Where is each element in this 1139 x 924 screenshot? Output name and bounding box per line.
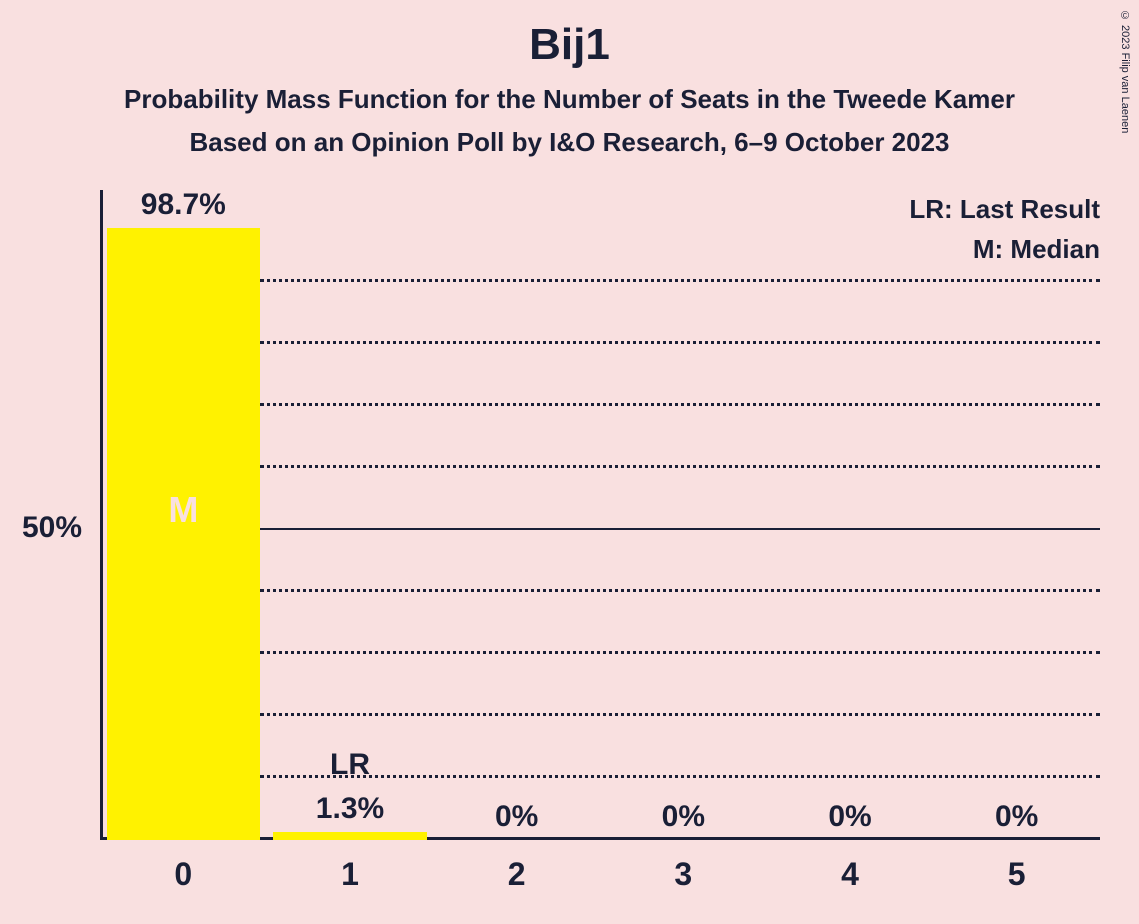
bar-value-label: 0% [995, 800, 1038, 834]
bar-value-label: 1.3% [316, 792, 384, 826]
gridline [260, 775, 1100, 778]
bar-value-label: 0% [828, 800, 871, 834]
gridline [260, 465, 1100, 468]
x-axis-tick-label: 2 [508, 856, 526, 893]
y-axis-line [100, 190, 103, 840]
bar [273, 832, 426, 840]
gridline [260, 341, 1100, 344]
y-axis-tick-label: 50% [22, 511, 82, 545]
gridline [260, 528, 1100, 530]
lr-label: LR [330, 748, 370, 782]
median-label: M [168, 489, 198, 531]
chart-subtitle-1: Probability Mass Function for the Number… [0, 84, 1139, 115]
x-axis-tick-label: 4 [841, 856, 859, 893]
gridline [260, 403, 1100, 406]
gridline [260, 713, 1100, 716]
chart-title: Bij1 [0, 0, 1139, 70]
copyright-text: © 2023 Filip van Laenen [1119, 10, 1131, 133]
gridline [260, 589, 1100, 592]
gridline [260, 279, 1100, 282]
gridline [260, 651, 1100, 654]
chart-subtitle-2: Based on an Opinion Poll by I&O Research… [0, 127, 1139, 158]
legend-m: M: Median [973, 234, 1100, 265]
bar-value-label: 0% [662, 800, 705, 834]
bar-value-label: 98.7% [141, 188, 226, 222]
x-axis-tick-label: 0 [174, 856, 192, 893]
x-axis-tick-label: 3 [674, 856, 692, 893]
legend-lr: LR: Last Result [909, 194, 1100, 225]
x-axis-tick-label: 5 [1008, 856, 1026, 893]
chart-area: 50%LR: Last ResultM: Median98.7%M01.3%LR… [100, 220, 1100, 840]
bar-value-label: 0% [495, 800, 538, 834]
plot-area: 50%LR: Last ResultM: Median98.7%M01.3%LR… [100, 220, 1100, 840]
x-axis-tick-label: 1 [341, 856, 359, 893]
bar [107, 228, 260, 840]
